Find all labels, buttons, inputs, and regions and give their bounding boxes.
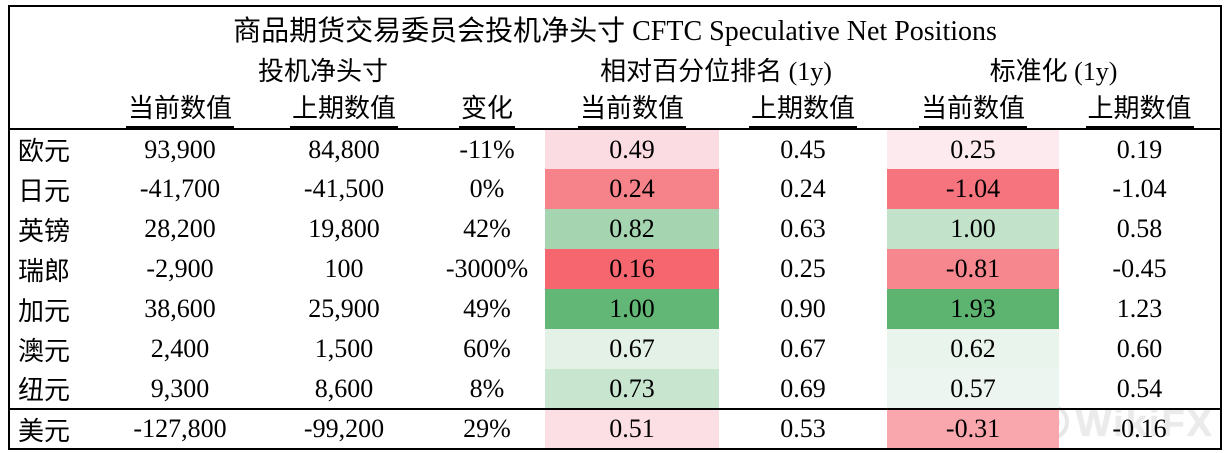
subheader-pct-previous: 上期数值 bbox=[719, 88, 887, 129]
spec-current-cell: 38,600 bbox=[144, 294, 216, 323]
empty-corner-cell bbox=[9, 51, 101, 88]
subheader-spec-current: 当前数值 bbox=[101, 88, 259, 129]
pct-previous-cell: 0.53 bbox=[719, 408, 887, 449]
pct-current-cell: 1.00 bbox=[545, 289, 719, 329]
pct-current-cell: 0.82 bbox=[545, 209, 719, 249]
subheader-pct-current: 当前数值 bbox=[545, 88, 719, 129]
pct-current-cell: 0.51 bbox=[545, 408, 719, 449]
spec-previous-cell: -99,200 bbox=[259, 408, 429, 449]
spec-current-cell: -127,800 bbox=[101, 408, 259, 449]
table-row: 英镑 28,200 19,800 42% 0.82 0.63 1.00 0.58 bbox=[9, 209, 1221, 249]
std-previous-cell: 1.23 bbox=[1116, 294, 1163, 323]
table-row: 欧元 93,900 84,800 -11% 0.49 0.45 0.25 0.19 bbox=[9, 129, 1221, 169]
table-title-row: 商品期货交易委员会投机净头寸 CFTC Speculative Net Posi… bbox=[9, 6, 1221, 51]
cftc-table: 商品期货交易委员会投机净头寸 CFTC Speculative Net Posi… bbox=[8, 5, 1223, 450]
currency-label: 澳元 bbox=[18, 336, 71, 366]
spec-current-cell: 28,200 bbox=[144, 214, 216, 243]
column-group-row: 投机净头寸 相对百分位排名 (1y) 标准化 (1y) bbox=[9, 51, 1221, 88]
spec-previous-cell: 1,500 bbox=[314, 334, 374, 363]
std-current-cell: 0.62 bbox=[887, 329, 1059, 369]
spec-previous-cell: 19,800 bbox=[308, 214, 380, 243]
spec-previous-cell: 25,900 bbox=[308, 294, 380, 323]
pct-previous-cell: 0.69 bbox=[780, 373, 826, 403]
std-previous-cell: -0.16 bbox=[1059, 408, 1222, 449]
change-cell: 8% bbox=[469, 373, 505, 403]
subheader-row: 当前数值 上期数值 变化 当前数值 上期数值 当前数值 上期数值 bbox=[9, 88, 1222, 129]
spec-current-cell: 9,300 bbox=[150, 373, 210, 403]
currency-label: 瑞郎 bbox=[18, 256, 71, 286]
table-title: 商品期货交易委员会投机净头寸 CFTC Speculative Net Posi… bbox=[233, 16, 997, 47]
group-header-speculative-net-positions: 投机净头寸 bbox=[257, 57, 388, 86]
currency-label: 加元 bbox=[18, 296, 71, 326]
std-previous-cell: -0.45 bbox=[1112, 254, 1167, 283]
std-previous-cell: 0.19 bbox=[1116, 134, 1163, 164]
change-cell: 49% bbox=[463, 294, 511, 323]
pct-current-cell: 0.16 bbox=[545, 249, 719, 289]
pct-current-cell: 0.73 bbox=[545, 369, 719, 409]
change-cell: 60% bbox=[463, 334, 511, 363]
table-row: 日元 -41,700 -41,500 0% 0.24 0.24 -1.04 -1.04 bbox=[9, 169, 1221, 209]
currency-label: 日元 bbox=[18, 176, 71, 206]
change-cell: 0% bbox=[469, 174, 505, 203]
spec-previous-cell: 100 bbox=[324, 254, 364, 283]
subheader-change: 变化 bbox=[429, 88, 545, 129]
std-current-cell: 1.00 bbox=[887, 209, 1059, 249]
change-cell: -3000% bbox=[445, 254, 529, 283]
table-row: 澳元 2,400 1,500 60% 0.67 0.67 0.62 0.60 bbox=[9, 329, 1221, 369]
std-previous-cell: 0.60 bbox=[1116, 334, 1163, 363]
currency-label: 美元 bbox=[9, 408, 101, 449]
table-row: 美元 -127,800 -99,200 29% 0.51 0.53 -0.31 -0.16 bbox=[9, 408, 1222, 449]
std-current-cell: 1.93 bbox=[887, 289, 1059, 329]
std-current-cell: -0.31 bbox=[887, 408, 1059, 449]
std-current-cell: 0.25 bbox=[887, 129, 1059, 169]
std-previous-cell: 0.54 bbox=[1116, 373, 1163, 403]
pct-current-cell: 0.67 bbox=[545, 329, 719, 369]
subheader-std-current: 当前数值 bbox=[887, 88, 1059, 129]
currency-label: 欧元 bbox=[18, 137, 71, 166]
spec-previous-cell: 8,600 bbox=[314, 373, 374, 403]
pct-previous-cell: 0.24 bbox=[780, 174, 826, 203]
spec-previous-cell: -41,500 bbox=[303, 174, 385, 203]
pct-previous-cell: 0.45 bbox=[780, 134, 826, 164]
pct-previous-cell: 0.90 bbox=[780, 294, 826, 323]
table-row: 纽元 9,300 8,600 8% 0.73 0.69 0.57 0.54 bbox=[9, 369, 1221, 409]
change-cell: 29% bbox=[429, 408, 545, 449]
pct-previous-cell: 0.25 bbox=[780, 254, 826, 283]
spec-current-cell: -2,900 bbox=[146, 254, 214, 283]
spec-current-cell: 93,900 bbox=[144, 134, 216, 164]
std-previous-cell: -1.04 bbox=[1112, 174, 1167, 203]
spec-current-cell: -41,700 bbox=[139, 174, 221, 203]
currency-label: 纽元 bbox=[18, 376, 71, 405]
change-cell: 42% bbox=[463, 214, 511, 243]
std-current-cell: 0.57 bbox=[887, 369, 1059, 409]
table-row: 加元 38,600 25,900 49% 1.00 0.90 1.93 1.23 bbox=[9, 289, 1221, 329]
subheader-std-previous: 上期数值 bbox=[1059, 88, 1221, 129]
pct-previous-cell: 0.67 bbox=[780, 334, 826, 363]
table-row: 瑞郎 -2,900 100 -3000% 0.16 0.25 -0.81 -0.45 bbox=[9, 249, 1221, 289]
group-header-standardized: 标准化 (1y) bbox=[989, 57, 1118, 86]
spec-current-cell: 2,400 bbox=[150, 334, 210, 363]
std-previous-cell: 0.58 bbox=[1116, 214, 1163, 243]
pct-current-cell: 0.24 bbox=[545, 169, 719, 209]
currency-label: 英镑 bbox=[18, 216, 71, 246]
pct-previous-cell: 0.63 bbox=[780, 214, 826, 243]
empty-corner-cell bbox=[9, 88, 101, 129]
std-current-cell: -1.04 bbox=[887, 169, 1059, 209]
subheader-spec-previous: 上期数值 bbox=[259, 88, 429, 129]
spec-previous-cell: 84,800 bbox=[308, 134, 380, 164]
pct-current-cell: 0.49 bbox=[545, 129, 719, 169]
change-cell: -11% bbox=[459, 134, 515, 164]
table-body: 欧元 93,900 84,800 -11% 0.49 0.45 0.25 0.19 日元 -41,… bbox=[9, 129, 1222, 449]
std-current-cell: -0.81 bbox=[887, 249, 1059, 289]
group-header-percentile-rank: 相对百分位排名 (1y) bbox=[600, 57, 832, 86]
